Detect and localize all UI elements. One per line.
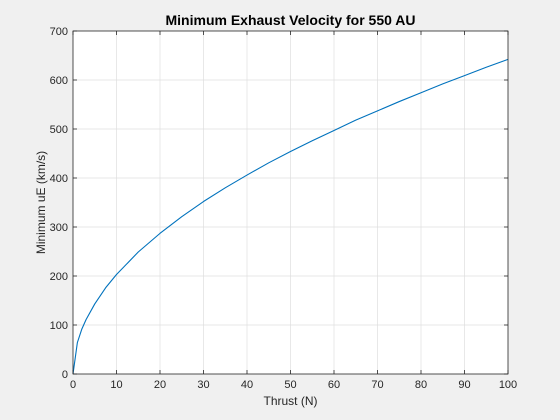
y-tick-label: 0: [62, 369, 68, 381]
y-tick-label: 700: [50, 26, 68, 38]
x-tick-label: 30: [197, 379, 209, 391]
y-tick-label: 500: [50, 124, 68, 136]
x-tick-label: 10: [110, 379, 122, 391]
x-tick-label: 50: [284, 379, 296, 391]
y-tick-label: 600: [50, 75, 68, 87]
x-tick-label: 80: [415, 379, 427, 391]
x-tick-label: 20: [154, 379, 166, 391]
x-tick-label: 90: [458, 379, 470, 391]
x-tick-label: 40: [241, 379, 253, 391]
y-tick-label: 400: [50, 173, 68, 185]
y-tick-label: 100: [50, 320, 68, 332]
y-tick-label: 200: [50, 271, 68, 283]
x-tick-label: 0: [70, 379, 76, 391]
y-axis-label: Minimum uE (km/s): [34, 151, 48, 254]
chart-title: Minimum Exhaust Velocity for 550 AU: [166, 12, 416, 28]
x-axis-label: Thrust (N): [264, 394, 318, 408]
x-tick-label: 60: [328, 379, 340, 391]
x-tick-label: 100: [499, 379, 517, 391]
y-tick-label: 300: [50, 222, 68, 234]
x-tick-label: 70: [371, 379, 383, 391]
